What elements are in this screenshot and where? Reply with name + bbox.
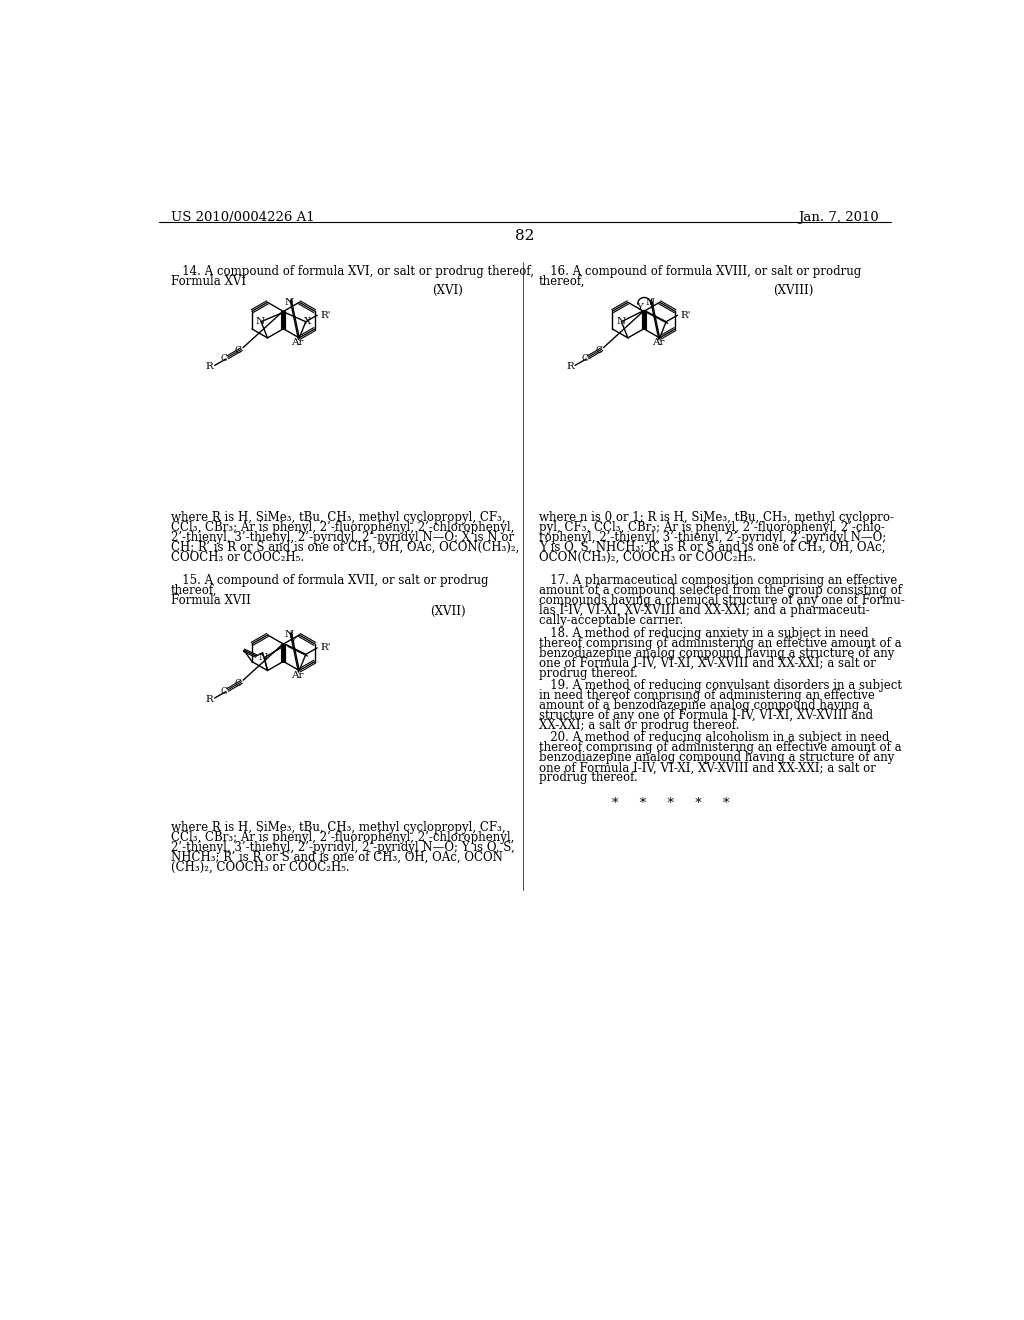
Text: CCl₃, CBr₃; Ar is phenyl, 2’-fluorophenyl, 2’-chlorophenyl,: CCl₃, CBr₃; Ar is phenyl, 2’-fluoropheny… <box>171 521 514 535</box>
Text: thereof,: thereof, <box>539 275 586 288</box>
Text: 2’-thienyl, 3’-thienyl, 2’-pyridyl, 2’-pyridyl N—O; X is N or: 2’-thienyl, 3’-thienyl, 2’-pyridyl, 2’-p… <box>171 531 514 544</box>
Text: las I-IV, VI-XI, XV-XVIII and XX-XXI; and a pharmaceuti-: las I-IV, VI-XI, XV-XVIII and XX-XXI; an… <box>539 605 869 618</box>
Text: C: C <box>221 354 228 363</box>
Text: 19. A method of reducing convulsant disorders in a subject: 19. A method of reducing convulsant diso… <box>539 678 902 692</box>
Text: CCl₃, CBr₃; Ar is phenyl, 2’-fluorophenyl, 2’-chlorophenyl,: CCl₃, CBr₃; Ar is phenyl, 2’-fluoropheny… <box>171 830 514 843</box>
Text: structure of any one of Formula I-IV, VI-XI, XV-XVIII and: structure of any one of Formula I-IV, VI… <box>539 709 872 722</box>
Text: C: C <box>595 346 602 355</box>
Text: XX-XXI; a salt or prodrug thereof.: XX-XXI; a salt or prodrug thereof. <box>539 719 739 733</box>
Text: N: N <box>285 631 294 639</box>
Text: Ar: Ar <box>651 338 665 347</box>
Text: where R is H, SiMe₃, tBu, CH₃, methyl cyclopropyl, CF₃,: where R is H, SiMe₃, tBu, CH₃, methyl cy… <box>171 821 505 834</box>
Text: N: N <box>256 317 265 326</box>
Text: *     *     *     *     *: * * * * * <box>611 797 729 809</box>
Text: C: C <box>221 686 228 696</box>
Text: N: N <box>258 653 267 663</box>
Text: CH; R’ is R or S and is one of CH₃, OH, OAc, OCON(CH₃)₂,: CH; R’ is R or S and is one of CH₃, OH, … <box>171 541 519 554</box>
Text: C: C <box>234 346 242 355</box>
Text: C: C <box>234 678 242 688</box>
Text: benzodiazepine analog compound having a structure of any: benzodiazepine analog compound having a … <box>539 647 894 660</box>
Text: NHCH₃; R’ is R or S and is one of CH₃, OH, OAc, OCON: NHCH₃; R’ is R or S and is one of CH₃, O… <box>171 850 503 863</box>
Text: compounds having a chemical structure of any one of Formu-: compounds having a chemical structure of… <box>539 594 904 607</box>
Text: R': R' <box>680 310 691 319</box>
Text: thereof,: thereof, <box>171 585 217 597</box>
Text: Formula XVII: Formula XVII <box>171 594 251 607</box>
Text: thereof comprising of administering an effective amount of a: thereof comprising of administering an e… <box>539 636 901 649</box>
Text: Y: Y <box>636 302 643 312</box>
Text: (XVII): (XVII) <box>430 605 466 618</box>
Text: one of Formula I-IV, VI-XI, XV-XVIII and XX-XXI; a salt or: one of Formula I-IV, VI-XI, XV-XVIII and… <box>539 656 876 669</box>
Text: 82: 82 <box>515 230 535 243</box>
Text: R: R <box>206 363 214 371</box>
Text: R': R' <box>321 643 331 652</box>
Text: 14. A compound of formula XVI, or salt or prodrug thereof,: 14. A compound of formula XVI, or salt o… <box>171 264 534 277</box>
Text: R: R <box>206 696 214 704</box>
Text: benzodiazepine analog compound having a structure of any: benzodiazepine analog compound having a … <box>539 751 894 764</box>
Text: N: N <box>285 298 294 306</box>
Text: pyl, CF₃, CCl₃, CBr₃; Ar is phenyl, 2’-fluorophenyl, 2’-chlo-: pyl, CF₃, CCl₃, CBr₃; Ar is phenyl, 2’-f… <box>539 521 885 535</box>
Text: OCON(CH₃)₂, COOCH₃ or COOC₂H₅.: OCON(CH₃)₂, COOCH₃ or COOC₂H₅. <box>539 552 756 564</box>
Text: N: N <box>645 298 654 306</box>
Text: where R is H, SiMe₃, tBu, CH₃, methyl cyclopropyl, CF₃,: where R is H, SiMe₃, tBu, CH₃, methyl cy… <box>171 511 505 524</box>
Text: where n is 0 or 1; R is H, SiMe₃, tBu, CH₃, methyl cyclopro-: where n is 0 or 1; R is H, SiMe₃, tBu, C… <box>539 511 894 524</box>
Text: 16. A compound of formula XVIII, or salt or prodrug: 16. A compound of formula XVIII, or salt… <box>539 264 861 277</box>
Text: thereof comprising of administering an effective amount of a: thereof comprising of administering an e… <box>539 742 901 754</box>
Text: rophenyl, 2’-thienyl, 3’-thienyl, 2’-pyridyl, 2’-pyridyl N—O;: rophenyl, 2’-thienyl, 3’-thienyl, 2’-pyr… <box>539 531 886 544</box>
Text: Y: Y <box>290 638 296 645</box>
Text: R': R' <box>321 310 331 319</box>
Text: prodrug thereof.: prodrug thereof. <box>539 771 638 784</box>
Text: cally-acceptable carrier.: cally-acceptable carrier. <box>539 614 683 627</box>
Text: 18. A method of reducing anxiety in a subject in need: 18. A method of reducing anxiety in a su… <box>539 627 868 640</box>
Text: C: C <box>582 354 588 363</box>
Text: X: X <box>304 317 311 326</box>
Text: amount of a compound selected from the group consisting of: amount of a compound selected from the g… <box>539 585 902 597</box>
Text: R: R <box>566 363 574 371</box>
Text: (XVIII): (XVIII) <box>773 284 814 297</box>
Text: amount of a benzodiazepine analog compound having a: amount of a benzodiazepine analog compou… <box>539 700 869 711</box>
Text: 17. A pharmaceutical composition comprising an effective: 17. A pharmaceutical composition compris… <box>539 574 897 587</box>
Text: COOCH₃ or COOC₂H₅.: COOCH₃ or COOC₂H₅. <box>171 552 304 564</box>
Text: US 2010/0004226 A1: US 2010/0004226 A1 <box>171 211 314 224</box>
Text: prodrug thereof.: prodrug thereof. <box>539 667 638 680</box>
Text: Ar: Ar <box>292 671 304 680</box>
Text: Formula XVI: Formula XVI <box>171 275 246 288</box>
Text: Ar: Ar <box>292 338 304 347</box>
Text: (XVI): (XVI) <box>432 284 463 297</box>
Text: Y is O, S, NHCH₃; R’ is R or S and is one of CH₃, OH, OAc,: Y is O, S, NHCH₃; R’ is R or S and is on… <box>539 541 885 554</box>
Text: one of Formula I-IV, VI-XI, XV-XVIII and XX-XXI; a salt or: one of Formula I-IV, VI-XI, XV-XVIII and… <box>539 762 876 775</box>
Text: 20. A method of reducing alcoholism in a subject in need: 20. A method of reducing alcoholism in a… <box>539 731 889 744</box>
Text: in need thereof comprising of administering an effective: in need thereof comprising of administer… <box>539 689 874 702</box>
Text: Jan. 7, 2010: Jan. 7, 2010 <box>799 211 879 224</box>
Text: (CH₃)₂, COOCH₃ or COOC₂H₅.: (CH₃)₂, COOCH₃ or COOC₂H₅. <box>171 861 349 874</box>
Text: N: N <box>616 317 626 326</box>
Text: 2’-thienyl, 3’-thienyl, 2’-pyridyl, 2’-pyridyl N—O; Y is O, S,: 2’-thienyl, 3’-thienyl, 2’-pyridyl, 2’-p… <box>171 841 514 854</box>
Text: 15. A compound of formula XVII, or salt or prodrug: 15. A compound of formula XVII, or salt … <box>171 574 488 587</box>
